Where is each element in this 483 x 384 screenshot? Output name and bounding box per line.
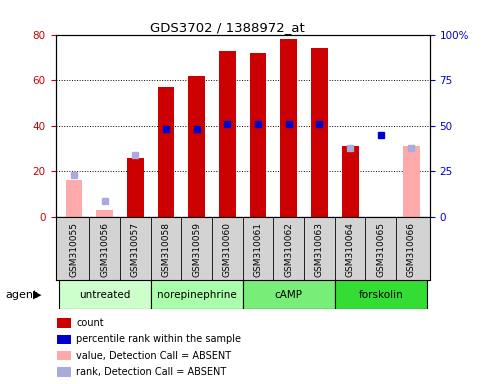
Text: agent: agent: [6, 290, 38, 300]
Bar: [157, 87, 174, 217]
Bar: [341, 146, 358, 217]
Text: forskolin: forskolin: [358, 290, 403, 300]
Bar: [311, 48, 328, 217]
Text: value, Detection Call = ABSENT: value, Detection Call = ABSENT: [76, 351, 231, 361]
Text: percentile rank within the sample: percentile rank within the sample: [76, 334, 241, 344]
FancyBboxPatch shape: [151, 280, 243, 309]
Bar: [66, 180, 83, 217]
Bar: [96, 210, 113, 217]
Bar: [280, 39, 297, 217]
FancyBboxPatch shape: [58, 280, 151, 309]
Text: GSM310062: GSM310062: [284, 222, 293, 277]
Text: GSM310059: GSM310059: [192, 222, 201, 277]
Text: GSM310056: GSM310056: [100, 222, 109, 277]
Text: rank, Detection Call = ABSENT: rank, Detection Call = ABSENT: [76, 367, 227, 377]
Text: GSM310060: GSM310060: [223, 222, 232, 277]
Bar: [219, 51, 236, 217]
Text: GDS3702 / 1388972_at: GDS3702 / 1388972_at: [150, 21, 304, 34]
Bar: [57, 335, 71, 344]
Bar: [250, 53, 267, 217]
Bar: [57, 318, 71, 328]
Text: GSM310055: GSM310055: [70, 222, 78, 277]
FancyBboxPatch shape: [243, 280, 335, 309]
Bar: [188, 76, 205, 217]
Bar: [57, 351, 71, 360]
Text: count: count: [76, 318, 104, 328]
Text: GSM310064: GSM310064: [346, 222, 355, 277]
Bar: [403, 146, 420, 217]
FancyBboxPatch shape: [335, 280, 427, 309]
Text: GSM310057: GSM310057: [131, 222, 140, 277]
Text: ▶: ▶: [33, 290, 42, 300]
Bar: [57, 367, 71, 377]
Text: GSM310065: GSM310065: [376, 222, 385, 277]
Bar: [127, 158, 144, 217]
Text: GSM310063: GSM310063: [315, 222, 324, 277]
Text: GSM310058: GSM310058: [161, 222, 170, 277]
Text: cAMP: cAMP: [275, 290, 303, 300]
Text: norepinephrine: norepinephrine: [157, 290, 237, 300]
Text: GSM310061: GSM310061: [254, 222, 263, 277]
Text: untreated: untreated: [79, 290, 130, 300]
Text: GSM310066: GSM310066: [407, 222, 416, 277]
